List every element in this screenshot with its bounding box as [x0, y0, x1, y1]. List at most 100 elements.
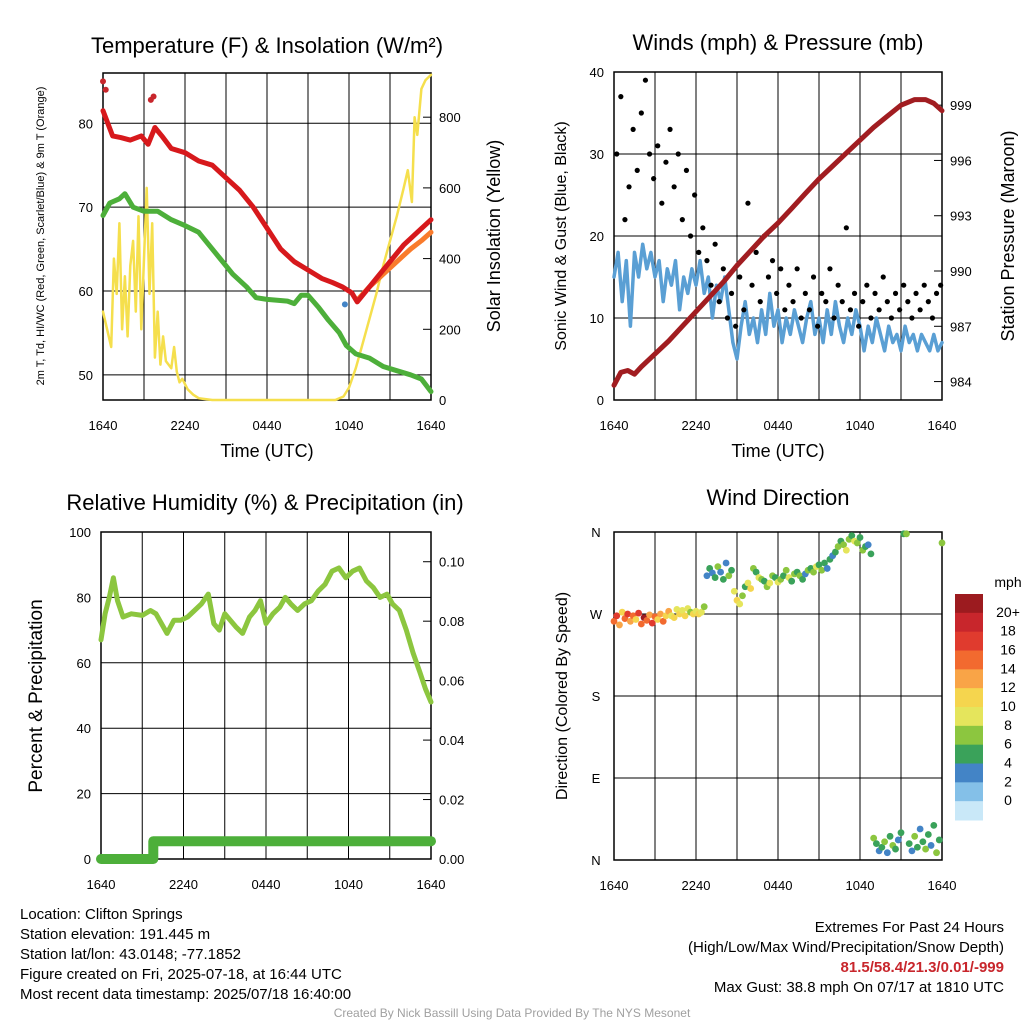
- colorbar-swatch: [955, 801, 983, 821]
- colorbar-label: 10: [1000, 698, 1016, 714]
- heat-index-point: [100, 78, 106, 85]
- gust-point: [765, 274, 772, 280]
- gust-point: [827, 266, 833, 272]
- gust-point: [745, 200, 751, 206]
- direction-point: [654, 616, 662, 623]
- dewpoint-line: [100, 191, 434, 395]
- direction-point: [610, 617, 618, 625]
- direction-point: [927, 842, 935, 849]
- gust-point: [856, 323, 862, 329]
- direction-point: [815, 561, 823, 569]
- gust-point: [810, 274, 817, 280]
- direction-point: [938, 539, 946, 547]
- gust-point: [671, 184, 677, 190]
- direction-point: [730, 587, 738, 595]
- direction-title: Wind Direction: [706, 485, 849, 510]
- gust-point: [675, 151, 681, 157]
- direction-point: [821, 559, 828, 567]
- y-tick-label: 0: [597, 393, 604, 408]
- gust-point: [933, 290, 940, 296]
- gust-point: [938, 282, 944, 288]
- gust-point: [868, 315, 874, 321]
- gust-point: [913, 290, 919, 296]
- x-tick-label: 1040: [846, 418, 875, 433]
- direction-tick-label: W: [590, 607, 603, 622]
- direction-tick-label: E: [592, 771, 601, 786]
- gust-point: [708, 282, 714, 288]
- pressure-line: [611, 97, 945, 388]
- direction-point: [799, 575, 806, 583]
- direction-point: [627, 617, 634, 625]
- y2-tick-label: 0.10: [439, 555, 464, 570]
- direction-point: [935, 836, 943, 844]
- gust-point: [921, 282, 927, 288]
- direction-point: [933, 849, 940, 857]
- colorbar-label: 14: [1000, 660, 1016, 676]
- direction-point: [780, 572, 787, 580]
- extremes-subheader: (High/Low/Max Wind/Precipitation/Snow De…: [688, 939, 1004, 956]
- gust-point: [847, 307, 854, 313]
- credit-line: Created By Nick Bassill Using Data Provi…: [333, 1006, 691, 1020]
- y2-tick-label: 400: [439, 252, 461, 267]
- y2-tick-label: 0: [439, 393, 446, 408]
- gust-point: [634, 167, 640, 173]
- heat-index-point: [102, 86, 109, 93]
- gust-point: [884, 299, 890, 305]
- gust-point: [786, 282, 792, 288]
- direction-point: [905, 840, 913, 847]
- direction-point: [856, 534, 864, 541]
- max-gust: Max Gust: 38.8 mph On 07/17 at 1810 UTC: [713, 979, 1004, 996]
- station-latlon: Station lat/lon: 43.0148; -77.1852: [20, 946, 242, 963]
- x-tick-label: 1640: [600, 878, 629, 893]
- gust-point: [716, 299, 722, 305]
- direction-point: [924, 831, 932, 838]
- direction-point: [873, 840, 880, 847]
- gust-point: [929, 315, 936, 321]
- direction-point: [657, 610, 664, 618]
- gust-point: [741, 307, 747, 313]
- colorbar-swatch: [955, 688, 983, 708]
- colorbar-swatch: [955, 782, 983, 802]
- direction-point: [747, 585, 755, 592]
- gust-point: [806, 307, 813, 313]
- direction-point: [635, 609, 642, 617]
- gust-point: [626, 184, 632, 190]
- direction-point: [864, 541, 872, 549]
- gust-point: [687, 233, 694, 239]
- y-tick-label: 40: [590, 65, 604, 80]
- humidity-panel: Relative Humidity (%) & Precipitation (i…: [26, 490, 464, 892]
- winds-xlabel: Time (UTC): [731, 441, 824, 461]
- gust-point: [683, 167, 690, 173]
- gust-point: [630, 126, 636, 132]
- colorbar-label: 12: [1000, 679, 1016, 695]
- gust-point: [794, 266, 800, 272]
- gust-point: [704, 258, 710, 264]
- x-tick-label: 1640: [417, 877, 446, 892]
- colorbar-label: 18: [1000, 623, 1016, 639]
- x-tick-label: 0440: [764, 418, 793, 433]
- precipitation-line: [96, 836, 436, 864]
- direction-point: [782, 566, 790, 574]
- y2-tick-label: 993: [950, 209, 972, 224]
- gust-point: [851, 290, 858, 296]
- direction-point: [703, 572, 711, 580]
- temperature-ticks: 1640 2240 0440 1040 164050607080020040060080…: [79, 110, 461, 433]
- humidity-title: Relative Humidity (%) & Precipitation (i…: [66, 490, 463, 515]
- y2-tick-label: 987: [950, 319, 972, 334]
- direction-point: [678, 606, 686, 614]
- y2-tick-label: 990: [950, 264, 972, 279]
- humidity-line: [98, 565, 434, 705]
- gust-point: [679, 217, 685, 223]
- winds-panel: Winds (mph) & Pressure (mb) 1640 2240 0440…: [553, 30, 1018, 461]
- direction-point: [714, 563, 722, 571]
- extremes-values: 81.5/58.4/21.3/0.01/-999: [840, 959, 1004, 976]
- direction-point: [881, 838, 888, 846]
- winds-title: Winds (mph) & Pressure (mb): [633, 30, 924, 55]
- colorbar-label: 0: [1004, 792, 1012, 808]
- y2-tick-label: 996: [950, 153, 972, 168]
- y2-tick-label: 200: [439, 322, 461, 337]
- direction-point: [646, 611, 653, 619]
- gust-point: [724, 315, 731, 321]
- y-tick-label: 80: [77, 590, 91, 605]
